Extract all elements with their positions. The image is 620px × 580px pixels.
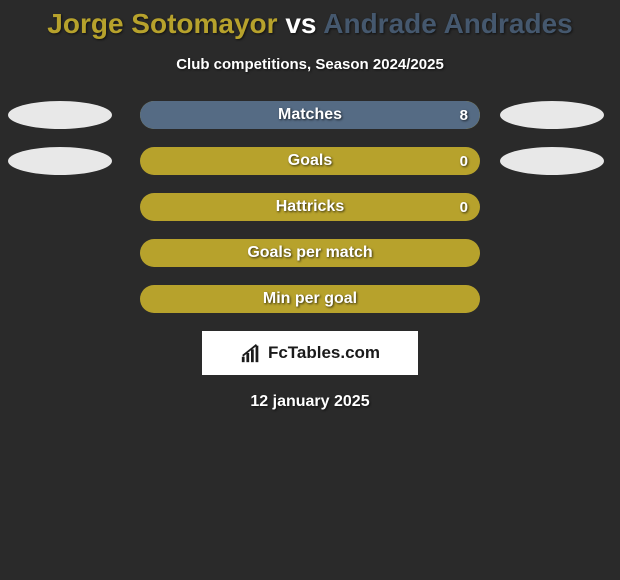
player1-ellipse	[8, 101, 112, 129]
player2-ellipse	[500, 147, 604, 175]
stat-value-right: 8	[460, 101, 468, 129]
player1-name: Jorge Sotomayor	[47, 8, 277, 39]
player1-ellipse	[8, 147, 112, 175]
stat-bar: Min per goal	[140, 285, 480, 313]
date-label: 12 january 2025	[0, 393, 620, 411]
stat-label: Hattricks	[140, 193, 480, 221]
stat-bar: Goals0	[140, 147, 480, 175]
subtitle: Club competitions, Season 2024/2025	[0, 56, 620, 73]
stat-row: Goals per match	[0, 239, 620, 267]
comparison-title: Jorge Sotomayor vs Andrade Andrades	[0, 0, 620, 42]
stat-row: Goals0	[0, 147, 620, 175]
stat-row: Matches8	[0, 101, 620, 129]
player2-name: Andrade Andrades	[323, 8, 572, 39]
stat-row: Hattricks0	[0, 193, 620, 221]
stat-row: Min per goal	[0, 285, 620, 313]
stat-label: Matches	[140, 101, 480, 129]
player2-ellipse	[500, 101, 604, 129]
vs-label: vs	[285, 8, 316, 39]
stat-bar: Matches8	[140, 101, 480, 129]
brand-signal-icon	[240, 342, 262, 364]
stat-value-right: 0	[460, 193, 468, 221]
brand-box: FcTables.com	[202, 331, 418, 375]
stat-label: Min per goal	[140, 285, 480, 313]
stat-rows: Matches8Goals0Hattricks0Goals per matchM…	[0, 101, 620, 313]
brand-text: FcTables.com	[268, 343, 380, 363]
stat-value-right: 0	[460, 147, 468, 175]
stat-label: Goals	[140, 147, 480, 175]
stat-bar: Goals per match	[140, 239, 480, 267]
stat-label: Goals per match	[140, 239, 480, 267]
stat-bar: Hattricks0	[140, 193, 480, 221]
